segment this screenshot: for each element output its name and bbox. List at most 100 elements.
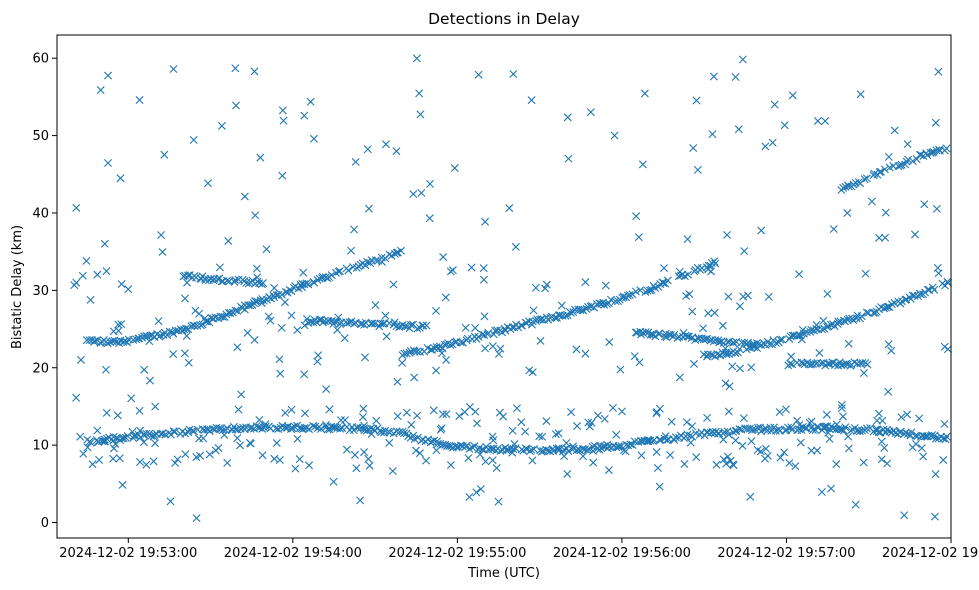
data-point <box>159 330 168 339</box>
data-point <box>538 432 547 441</box>
data-point <box>661 332 670 341</box>
data-point <box>392 248 401 257</box>
data-point <box>253 273 262 282</box>
data-point <box>822 410 831 419</box>
data-point <box>214 444 223 452</box>
data-point <box>778 335 787 344</box>
data-point <box>401 322 410 331</box>
data-point <box>735 345 744 354</box>
data-point <box>481 217 490 226</box>
data-point <box>688 422 697 431</box>
data-point <box>102 408 111 417</box>
data-point <box>508 448 517 457</box>
data-point <box>472 488 481 497</box>
data-point <box>154 317 163 326</box>
data-point <box>707 350 716 359</box>
data-point <box>378 319 387 328</box>
data-point <box>287 423 296 432</box>
data-point <box>573 422 582 431</box>
data-point <box>344 266 353 275</box>
data-point <box>528 456 537 465</box>
data-point <box>845 314 854 323</box>
data-point <box>93 426 102 435</box>
y-tick-label: 60 <box>32 52 49 67</box>
data-point <box>746 492 755 501</box>
data-point <box>581 278 590 287</box>
data-point <box>145 376 154 385</box>
data-point <box>844 444 853 453</box>
data-point <box>887 300 896 309</box>
data-point <box>780 448 789 457</box>
data-point <box>795 270 804 279</box>
data-point <box>537 315 546 324</box>
data-point <box>908 157 917 166</box>
data-point <box>901 428 910 437</box>
data-point <box>797 335 806 344</box>
data-point <box>843 209 852 218</box>
data-point <box>572 345 581 354</box>
data-point <box>531 283 540 292</box>
data-point <box>834 425 843 433</box>
data-point <box>151 439 160 448</box>
data-point <box>452 443 461 452</box>
data-point <box>392 147 401 156</box>
data-point <box>813 116 822 125</box>
data-point <box>229 422 238 431</box>
data-point <box>82 256 91 265</box>
data-point <box>527 445 536 454</box>
data-point <box>876 167 885 176</box>
data-point <box>617 442 626 451</box>
data-point <box>139 438 148 447</box>
data-point <box>579 452 588 461</box>
plot-frame <box>56 34 952 539</box>
data-point <box>798 325 807 334</box>
data-point <box>78 271 87 280</box>
y-axis-label: Bistatic Delay (km) <box>10 225 25 349</box>
data-point <box>517 418 526 427</box>
data-point <box>931 434 940 443</box>
data-point <box>923 285 932 294</box>
data-point <box>812 320 821 329</box>
data-point <box>636 286 645 295</box>
data-point <box>302 423 311 432</box>
data-point <box>316 424 325 433</box>
data-point <box>747 363 756 372</box>
data-point <box>735 364 744 373</box>
data-point <box>931 118 940 127</box>
data-point <box>264 312 273 321</box>
data-point <box>79 449 88 458</box>
data-point <box>102 267 111 276</box>
data-point <box>378 257 387 266</box>
data-point <box>365 461 374 470</box>
data-point <box>199 434 208 443</box>
data-point <box>928 148 937 157</box>
data-point <box>637 330 646 339</box>
data-point <box>481 344 490 353</box>
plot-area <box>57 35 951 538</box>
data-point <box>608 403 617 412</box>
data-point <box>180 294 189 303</box>
data-point <box>436 425 445 434</box>
data-point <box>880 165 889 174</box>
data-point <box>299 268 308 277</box>
data-point <box>740 247 749 256</box>
data-point <box>406 347 415 356</box>
data-point <box>173 455 182 464</box>
data-point <box>796 438 805 447</box>
data-point <box>231 306 240 315</box>
data-point <box>83 443 92 452</box>
data-point <box>855 427 864 436</box>
data-point <box>646 330 655 339</box>
data-point <box>787 423 796 432</box>
data-point <box>823 322 831 331</box>
data-point <box>437 424 446 433</box>
data-point <box>873 425 882 434</box>
data-point <box>422 321 431 330</box>
data-point <box>825 434 834 443</box>
y-tick-label: 0 <box>41 516 49 531</box>
data-point <box>752 338 761 347</box>
data-point <box>724 407 733 416</box>
data-point <box>468 443 477 452</box>
data-point <box>861 269 870 278</box>
data-point <box>670 435 679 444</box>
